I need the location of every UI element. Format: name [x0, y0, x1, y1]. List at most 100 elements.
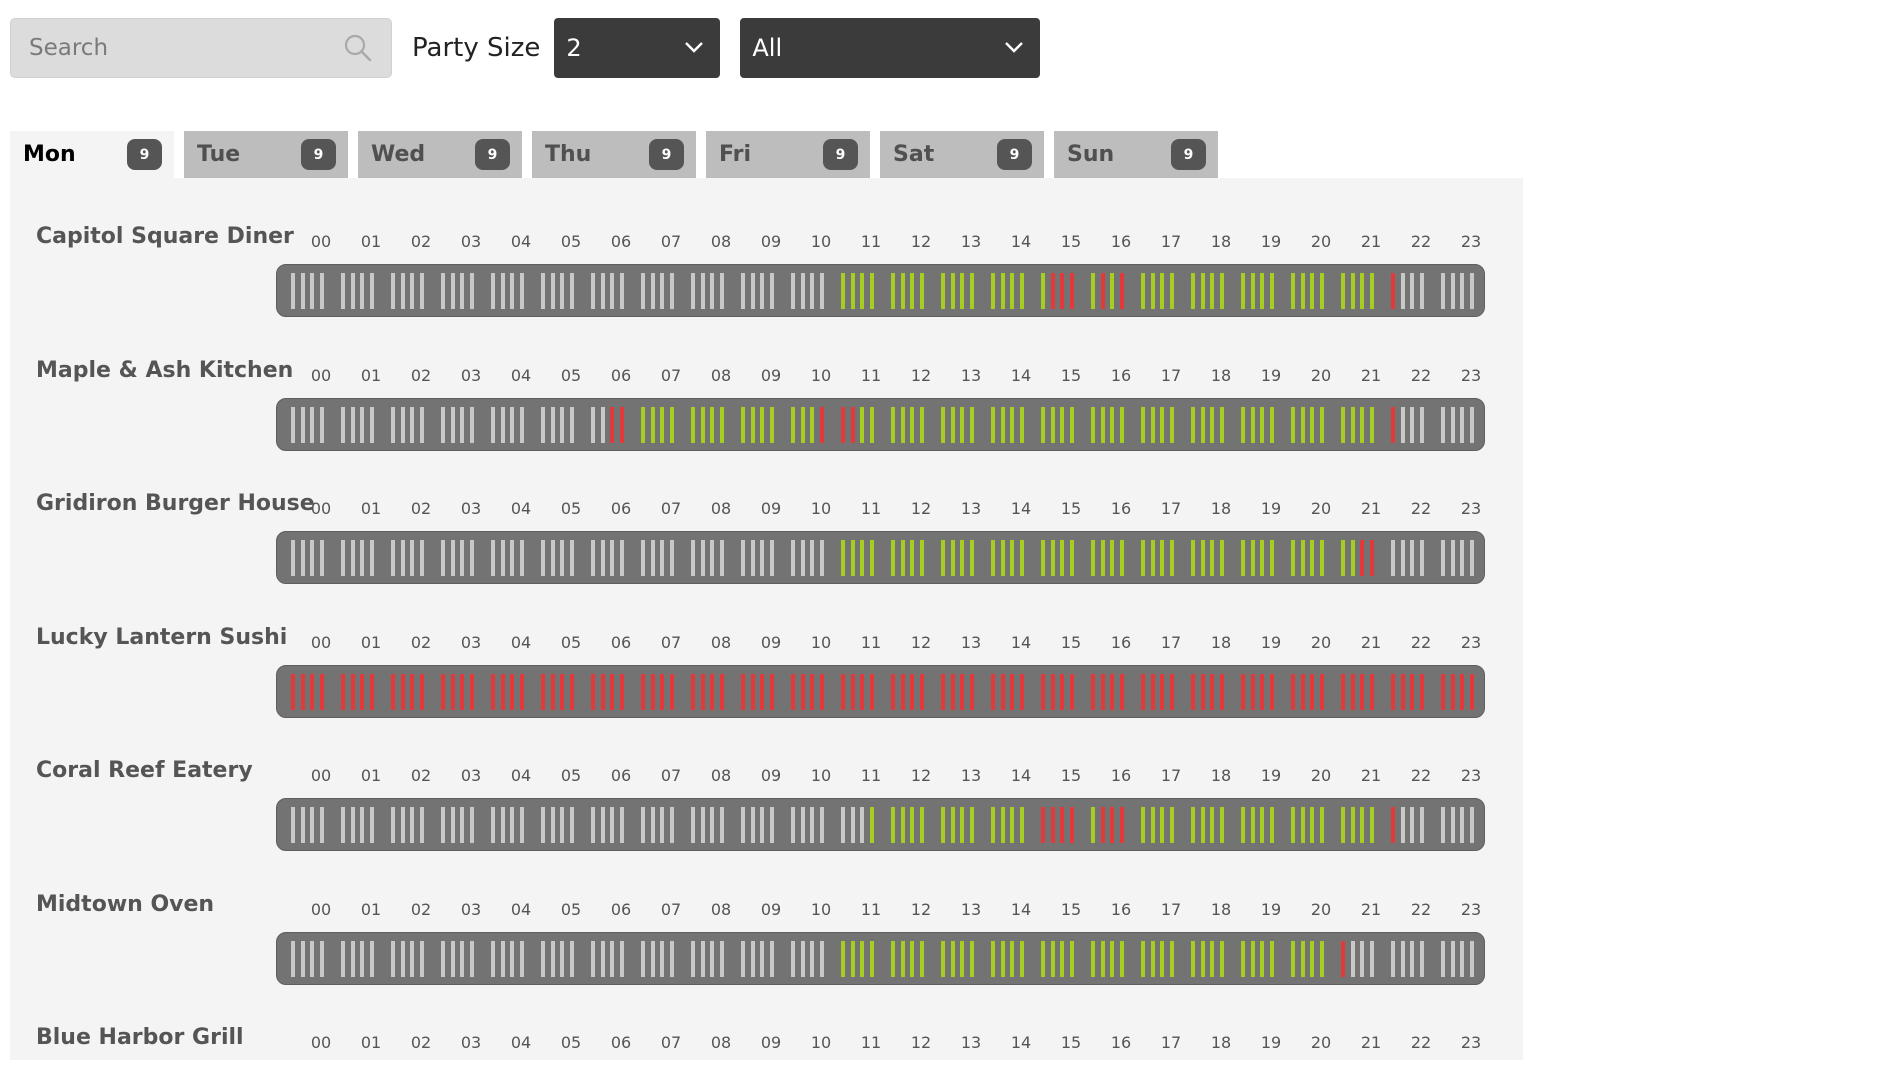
time-slot-open[interactable] — [891, 807, 895, 843]
time-slot-open[interactable] — [691, 406, 695, 443]
time-slot-open[interactable] — [969, 540, 974, 576]
time-slot-open[interactable] — [1250, 940, 1255, 977]
time-slot-open[interactable] — [1269, 406, 1274, 443]
search-box[interactable] — [10, 18, 392, 78]
time-slot-open[interactable] — [1010, 807, 1015, 843]
time-slot-open[interactable] — [1241, 406, 1245, 443]
time-slot-open[interactable] — [1250, 807, 1255, 843]
time-slot-open[interactable] — [1191, 406, 1195, 443]
time-slot-open[interactable] — [1350, 807, 1355, 843]
time-slot-open[interactable] — [1219, 273, 1224, 309]
time-slot-open[interactable] — [969, 940, 974, 977]
time-slot-open[interactable] — [1260, 406, 1265, 443]
time-slot-open[interactable] — [1200, 940, 1205, 977]
time-slot-open[interactable] — [719, 406, 724, 443]
time-slot-open[interactable] — [960, 540, 965, 576]
time-slot-open[interactable] — [750, 406, 755, 443]
time-slot-open[interactable] — [1100, 940, 1105, 977]
time-slot-open[interactable] — [1269, 807, 1274, 843]
tab-mon[interactable]: Mon 9 — [10, 131, 174, 178]
time-slot-open[interactable] — [941, 540, 945, 576]
time-slot-open[interactable] — [950, 540, 955, 576]
time-slot-open[interactable] — [1141, 273, 1145, 309]
time-slot-open[interactable] — [1169, 807, 1174, 843]
time-slot-open[interactable] — [1191, 940, 1195, 977]
time-slot-open[interactable] — [1069, 540, 1074, 576]
restaurant-name[interactable]: Midtown Oven — [36, 891, 215, 917]
time-slot-open[interactable] — [841, 540, 845, 576]
time-slot-open[interactable] — [991, 540, 995, 576]
time-slot-open[interactable] — [1010, 940, 1015, 977]
time-slot-open[interactable] — [969, 273, 974, 309]
time-slot-open[interactable] — [1050, 940, 1055, 977]
time-slot-open[interactable] — [1091, 540, 1095, 576]
time-slot-open[interactable] — [960, 807, 965, 843]
time-slot-open[interactable] — [1041, 940, 1045, 977]
time-slot-open[interactable] — [1210, 406, 1215, 443]
time-slot-open[interactable] — [1310, 940, 1315, 977]
time-slot-open[interactable] — [1050, 406, 1055, 443]
time-slot-open[interactable] — [1041, 273, 1045, 309]
time-slot-open[interactable] — [700, 406, 705, 443]
time-slot-open[interactable] — [1241, 940, 1245, 977]
time-slot-open[interactable] — [991, 807, 995, 843]
time-slot-open[interactable] — [1091, 273, 1095, 309]
time-slot-open[interactable] — [710, 406, 715, 443]
time-slot-open[interactable] — [1310, 273, 1315, 309]
search-input[interactable] — [11, 19, 391, 77]
time-slot-open[interactable] — [1060, 540, 1065, 576]
time-slot-open[interactable] — [1210, 807, 1215, 843]
time-slot-open[interactable] — [1200, 406, 1205, 443]
time-slot-open[interactable] — [1119, 540, 1124, 576]
time-slot-open[interactable] — [1169, 540, 1174, 576]
time-slot-open[interactable] — [869, 406, 874, 443]
time-slot-open[interactable] — [1210, 940, 1215, 977]
time-slot-open[interactable] — [1141, 406, 1145, 443]
time-slot-open[interactable] — [1000, 807, 1005, 843]
time-slot-open[interactable] — [800, 406, 805, 443]
time-slot-open[interactable] — [1191, 273, 1195, 309]
time-slot-open[interactable] — [1241, 540, 1245, 576]
availability-filter-select[interactable]: All — [740, 18, 1041, 78]
time-slot-open[interactable] — [919, 406, 924, 443]
time-slot-open[interactable] — [1010, 406, 1015, 443]
time-slot-open[interactable] — [1219, 406, 1224, 443]
time-slot-open[interactable] — [1241, 807, 1245, 843]
time-slot-open[interactable] — [910, 940, 915, 977]
time-slot-open[interactable] — [1141, 807, 1145, 843]
time-slot-open[interactable] — [919, 807, 924, 843]
time-slot-open[interactable] — [1219, 940, 1224, 977]
time-slot-open[interactable] — [900, 273, 905, 309]
time-slot-open[interactable] — [1341, 406, 1345, 443]
time-slot-open[interactable] — [1291, 807, 1295, 843]
time-slot-open[interactable] — [910, 406, 915, 443]
time-slot-open[interactable] — [1160, 273, 1165, 309]
time-slot-open[interactable] — [1319, 273, 1324, 309]
time-slot-open[interactable] — [1200, 807, 1205, 843]
time-slot-open[interactable] — [1160, 406, 1165, 443]
tab-sun[interactable]: Sun 9 — [1054, 131, 1218, 178]
time-slot-open[interactable] — [969, 807, 974, 843]
time-slot-open[interactable] — [1019, 406, 1024, 443]
restaurant-name[interactable]: Blue Harbor Grill — [36, 1025, 244, 1050]
time-slot-open[interactable] — [991, 406, 995, 443]
time-slot-open[interactable] — [891, 940, 895, 977]
time-slot-open[interactable] — [1350, 273, 1355, 309]
time-slot-open[interactable] — [860, 406, 865, 443]
time-slot-open[interactable] — [1041, 406, 1045, 443]
time-slot-open[interactable] — [1360, 406, 1365, 443]
time-slot-open[interactable] — [1250, 273, 1255, 309]
time-slot-open[interactable] — [1260, 540, 1265, 576]
time-slot-open[interactable] — [1041, 540, 1045, 576]
time-slot-open[interactable] — [1100, 406, 1105, 443]
time-slot-open[interactable] — [900, 406, 905, 443]
time-slot-open[interactable] — [1141, 940, 1145, 977]
time-slot-open[interactable] — [841, 273, 845, 309]
time-slot-open[interactable] — [1310, 540, 1315, 576]
time-slot-open[interactable] — [1000, 406, 1005, 443]
time-slot-open[interactable] — [1119, 406, 1124, 443]
time-slot-open[interactable] — [1291, 273, 1295, 309]
time-slot-open[interactable] — [950, 940, 955, 977]
time-slot-open[interactable] — [1191, 807, 1195, 843]
time-slot-open[interactable] — [810, 406, 815, 443]
